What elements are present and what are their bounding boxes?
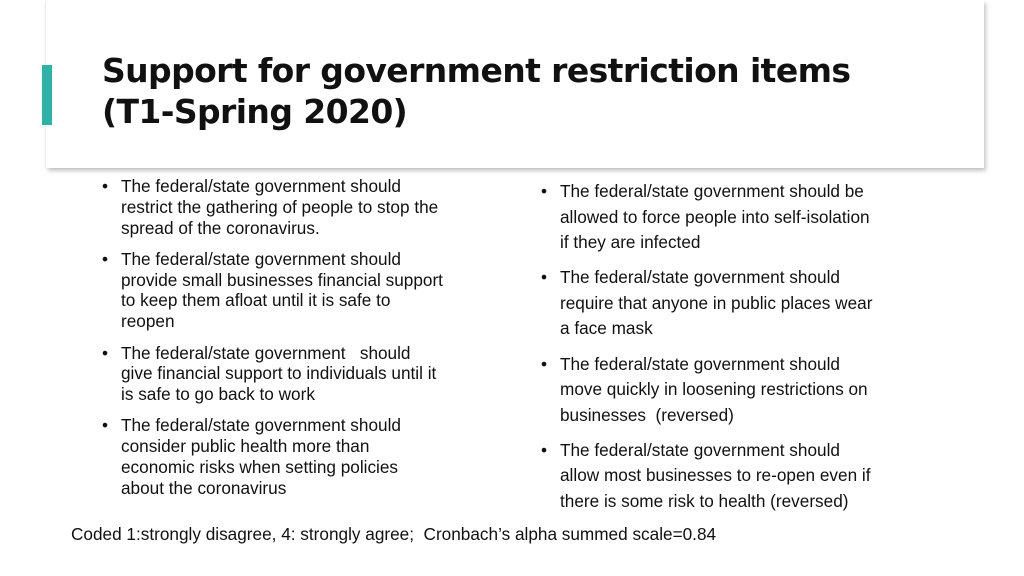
item-line: spread of the coronavirus. xyxy=(121,217,320,238)
item-line: businesses (reversed) xyxy=(560,404,734,425)
list-item: The federal/state government should cons… xyxy=(100,415,510,498)
item-line: is safe to go back to work xyxy=(121,384,315,405)
item-line: The federal/state government should xyxy=(121,176,401,196)
item-line: The federal/state government should xyxy=(560,267,840,288)
list-item: The federal/state government should move… xyxy=(539,352,939,429)
item-line: reopen xyxy=(121,311,175,332)
item-line: restrict the gathering of people to stop… xyxy=(121,196,439,217)
item-line: if they are infected xyxy=(560,232,701,253)
list-item: The federal/state government should rest… xyxy=(100,176,510,238)
item-line: require that anyone in public places wea… xyxy=(560,292,873,313)
item-line: The federal/state government should be xyxy=(560,181,864,201)
title-panel xyxy=(46,0,984,168)
item-line: give financial support to individuals un… xyxy=(121,363,437,384)
title-line-1: Support for government restriction items xyxy=(102,51,851,90)
list-item: The federal/state government should prov… xyxy=(100,249,510,332)
item-line: economic risks when setting policies xyxy=(121,457,399,478)
item-line: move quickly in loosening restrictions o… xyxy=(560,379,868,400)
item-line: to keep them afloat until it is safe to xyxy=(121,290,391,311)
item-line: The federal/state government should xyxy=(121,415,401,436)
item-line: consider public health more than xyxy=(121,436,370,457)
list-item: The federal/state government should give… xyxy=(100,343,510,405)
item-line: The federal/state government should xyxy=(121,248,401,269)
slide-title: Support for government restriction items… xyxy=(102,50,962,132)
footnote: Coded 1:strongly disagree, 4: strongly a… xyxy=(71,524,717,544)
item-line: allowed to force people into self-isolat… xyxy=(560,206,870,227)
item-line: about the coronavirus xyxy=(121,477,287,498)
list-item: The federal/state government should be a… xyxy=(539,179,939,256)
right-bullet-list: The federal/state government should be a… xyxy=(539,179,939,524)
item-line: provide small businesses financial suppo… xyxy=(121,269,443,290)
item-line: there is some risk to health (reversed) xyxy=(560,491,849,512)
item-line: The federal/state government should xyxy=(560,353,840,374)
accent-bar xyxy=(42,65,52,125)
list-item: The federal/state government should allo… xyxy=(539,438,939,515)
item-line: a face mask xyxy=(560,318,653,339)
list-item: The federal/state government should requ… xyxy=(539,265,939,342)
item-line: The federal/state government should xyxy=(121,342,411,363)
title-line-2: (T1-Spring 2020) xyxy=(102,92,408,131)
left-bullet-list: The federal/state government should rest… xyxy=(100,176,510,509)
item-line: The federal/state government should xyxy=(560,439,840,460)
item-line: allow most businesses to re-open even if xyxy=(560,465,871,486)
